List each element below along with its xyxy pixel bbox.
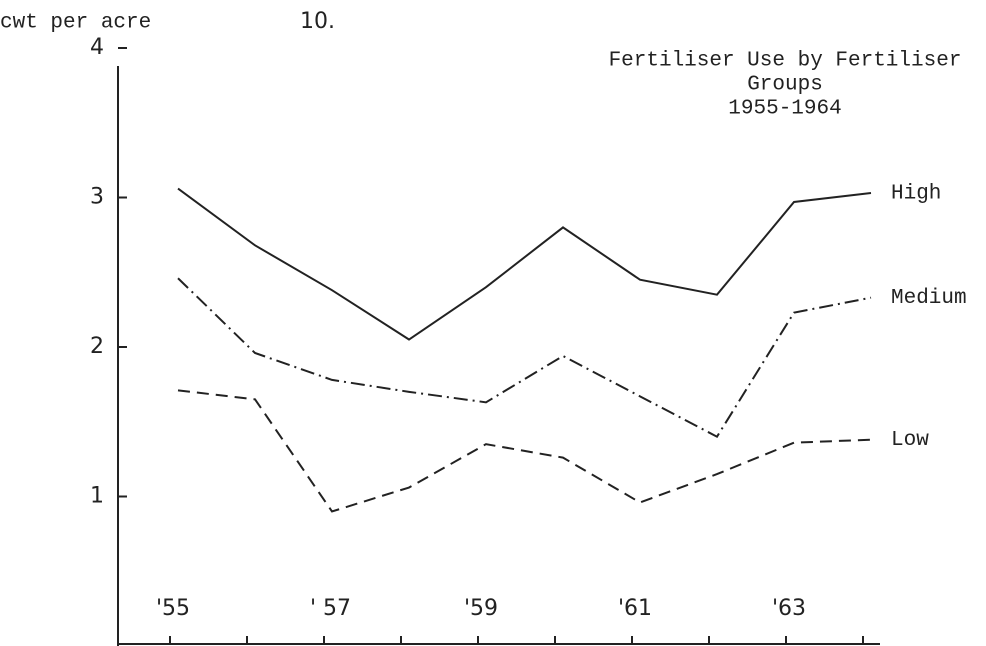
chart-title: Fertiliser Use by Fertiliser: [609, 50, 962, 73]
series-label: High: [891, 183, 941, 206]
y-tick-label: 2: [90, 334, 104, 359]
chart-title: Groups: [747, 74, 823, 97]
x-tick-label: ' 57: [310, 596, 351, 621]
x-tick-label: '59: [464, 596, 498, 621]
x-tick-label: '63: [772, 596, 806, 621]
y-tick-label: 4: [90, 35, 104, 60]
y-axis-label: cwt per acre: [0, 12, 151, 35]
x-tick-label: '61: [618, 596, 652, 621]
series-line: [177, 277, 872, 439]
y-tick-label: 1: [90, 484, 104, 509]
series-line: [177, 187, 872, 341]
series-label: Low: [891, 429, 929, 452]
series-line: [177, 389, 872, 513]
page-number: 10.: [300, 9, 335, 34]
chart-title: 1955-1964: [728, 98, 841, 121]
y-tick-label: 3: [90, 185, 104, 210]
x-tick-label: '55: [156, 596, 190, 621]
series-label: Medium: [891, 287, 967, 310]
